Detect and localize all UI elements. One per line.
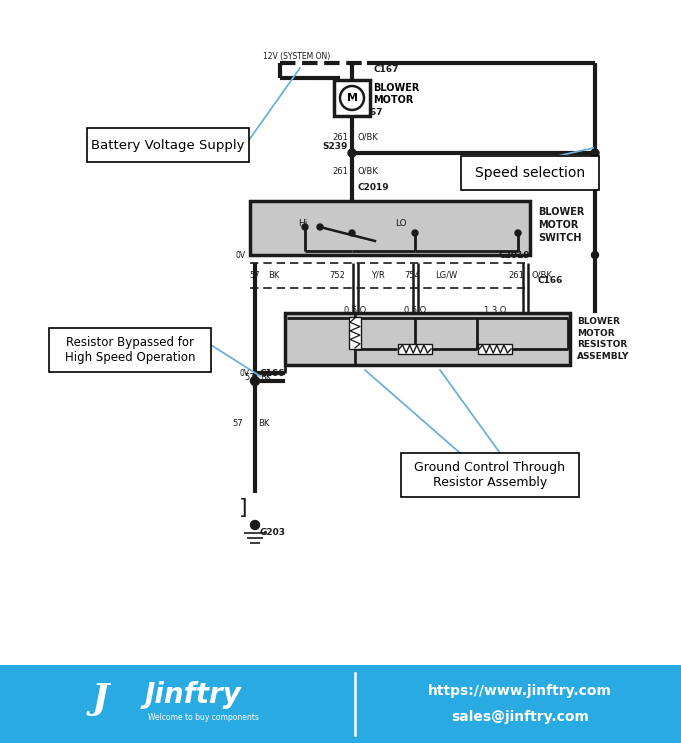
Text: 752: 752 — [329, 270, 345, 279]
Text: BLOWER
MOTOR
RESISTOR
ASSEMBLY: BLOWER MOTOR RESISTOR ASSEMBLY — [577, 317, 629, 361]
Text: C167: C167 — [373, 65, 398, 74]
Text: https://www.jinftry.com: https://www.jinftry.com — [428, 684, 612, 698]
Text: BLOWER
MOTOR: BLOWER MOTOR — [373, 82, 419, 106]
Text: ]: ] — [238, 498, 247, 518]
Text: C166: C166 — [260, 369, 285, 378]
Text: 12V (SYSTEM ON): 12V (SYSTEM ON) — [263, 52, 330, 61]
Text: 57: 57 — [232, 418, 243, 427]
Text: 57: 57 — [244, 372, 255, 381]
Bar — [285, 313, 570, 365]
Text: C166: C166 — [538, 276, 563, 285]
Text: BK: BK — [260, 372, 271, 381]
Text: 57: 57 — [249, 270, 260, 279]
Text: LO: LO — [395, 218, 407, 227]
Circle shape — [591, 149, 599, 157]
Text: Welcome to buy components: Welcome to buy components — [148, 713, 259, 721]
Text: BLOWER
MOTOR
SWITCH: BLOWER MOTOR SWITCH — [538, 207, 584, 243]
Text: Hi: Hi — [298, 218, 307, 227]
Text: S239: S239 — [323, 142, 348, 151]
Bar — [250, 201, 530, 255]
Text: BK: BK — [268, 270, 279, 279]
Circle shape — [412, 230, 418, 236]
Text: M: M — [347, 93, 358, 103]
Text: 261: 261 — [332, 132, 348, 141]
Text: BK: BK — [258, 418, 270, 427]
Text: O/BK: O/BK — [357, 166, 378, 175]
Text: sales@jinftry.com: sales@jinftry.com — [451, 710, 589, 724]
Circle shape — [340, 86, 364, 110]
Text: O/BK: O/BK — [532, 270, 553, 279]
Text: 0.5 Ω: 0.5 Ω — [344, 306, 366, 315]
Text: C167: C167 — [357, 108, 383, 117]
Text: LG/W: LG/W — [435, 270, 457, 279]
Text: J: J — [91, 682, 108, 716]
Text: 754: 754 — [404, 270, 420, 279]
Bar — [0, 665, 681, 743]
Text: 0V: 0V — [236, 251, 246, 260]
Circle shape — [302, 224, 308, 230]
Text: O/BK: O/BK — [357, 132, 378, 141]
Text: 0.5 Ω: 0.5 Ω — [404, 306, 426, 315]
Text: Resistor Bypassed for
High Speed Operation: Resistor Bypassed for High Speed Operati… — [65, 336, 195, 364]
Circle shape — [317, 224, 323, 230]
Bar — [349, 317, 361, 349]
Bar — [398, 344, 432, 354]
Text: Battery Voltage Supply: Battery Voltage Supply — [91, 138, 244, 152]
Circle shape — [349, 230, 355, 236]
Text: C2019: C2019 — [357, 183, 389, 192]
Text: Jinftry: Jinftry — [145, 681, 242, 709]
FancyBboxPatch shape — [49, 328, 211, 372]
FancyBboxPatch shape — [401, 453, 579, 497]
Text: Y/R: Y/R — [371, 270, 385, 279]
Text: Ground Control Through
Resistor Assembly: Ground Control Through Resistor Assembly — [415, 461, 565, 489]
Text: 261: 261 — [332, 166, 348, 175]
Text: 0V: 0V — [240, 369, 250, 378]
Text: Speed selection: Speed selection — [475, 166, 585, 180]
Circle shape — [515, 230, 521, 236]
Circle shape — [592, 251, 599, 259]
Text: 261: 261 — [508, 270, 524, 279]
FancyBboxPatch shape — [461, 156, 599, 190]
Bar — [478, 344, 512, 354]
Text: C2019: C2019 — [498, 251, 530, 260]
Circle shape — [251, 521, 259, 530]
Bar — [334, 80, 370, 116]
Circle shape — [251, 377, 259, 386]
Circle shape — [348, 149, 356, 157]
FancyBboxPatch shape — [87, 128, 249, 162]
Text: 1.3 Ω: 1.3 Ω — [484, 306, 506, 315]
Text: G203: G203 — [260, 528, 286, 537]
